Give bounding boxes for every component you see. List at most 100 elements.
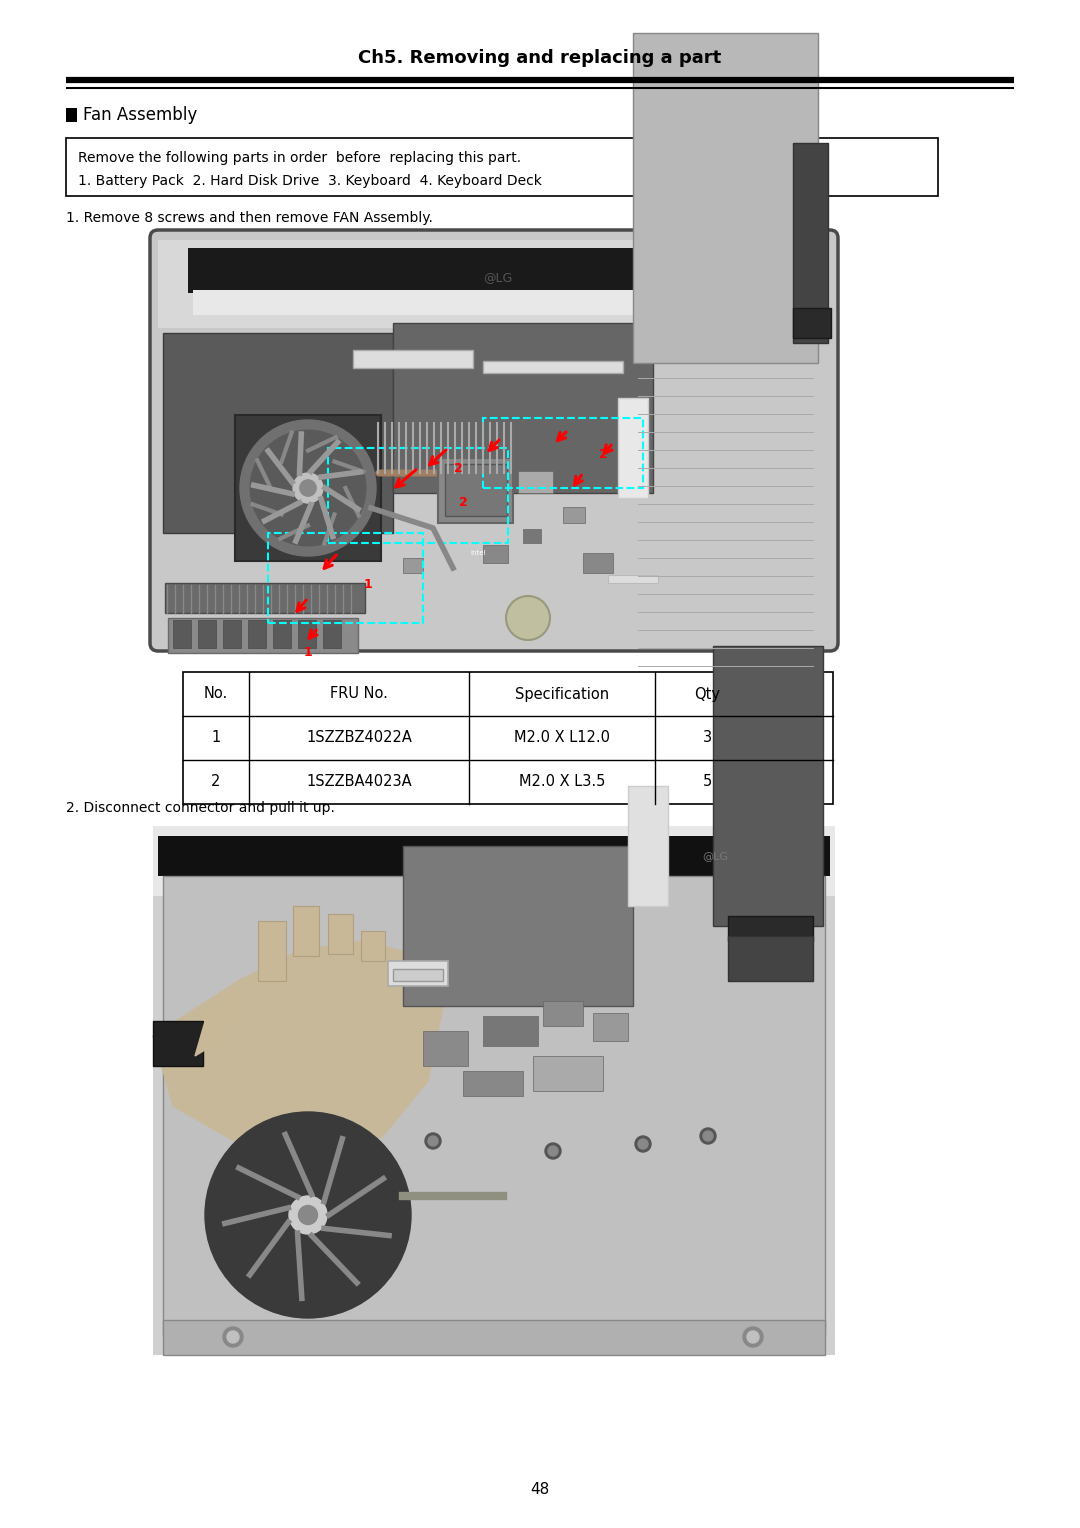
Circle shape xyxy=(289,1196,327,1235)
Bar xyxy=(153,827,835,895)
Bar xyxy=(293,906,319,957)
Bar xyxy=(483,545,508,562)
FancyBboxPatch shape xyxy=(150,231,838,651)
Circle shape xyxy=(548,1146,558,1157)
Text: 48: 48 xyxy=(530,1482,550,1497)
Bar xyxy=(403,847,633,1005)
Bar xyxy=(393,322,653,494)
Bar xyxy=(518,471,553,494)
Text: Intel: Intel xyxy=(470,550,486,556)
Bar xyxy=(323,620,341,648)
Bar xyxy=(188,248,789,293)
Bar xyxy=(353,350,473,368)
Text: 3: 3 xyxy=(702,730,712,746)
Bar xyxy=(258,921,286,981)
Bar xyxy=(361,931,384,961)
Text: M2.0 X L12.0: M2.0 X L12.0 xyxy=(514,730,610,746)
Bar xyxy=(273,620,291,648)
Bar xyxy=(222,620,241,648)
Circle shape xyxy=(747,1331,759,1343)
Text: 1: 1 xyxy=(364,579,373,591)
Bar xyxy=(523,529,541,542)
Bar xyxy=(483,1016,538,1047)
Circle shape xyxy=(703,1131,713,1141)
Text: No.: No. xyxy=(204,686,228,701)
Bar xyxy=(608,575,658,584)
Bar xyxy=(793,309,831,338)
Text: Specification: Specification xyxy=(515,686,609,701)
Text: 2. Disconnect connector and pull it up.: 2. Disconnect connector and pull it up. xyxy=(66,801,335,814)
Text: Qty: Qty xyxy=(694,686,720,701)
Bar xyxy=(483,419,643,487)
Text: 1. Remove 8 screws and then remove FAN Assembly.: 1. Remove 8 screws and then remove FAN A… xyxy=(66,211,433,225)
Bar xyxy=(163,1320,825,1355)
Circle shape xyxy=(638,1138,648,1149)
Bar xyxy=(66,138,939,196)
Bar xyxy=(165,584,365,613)
Bar xyxy=(328,914,353,953)
Text: 1: 1 xyxy=(212,730,220,746)
Bar xyxy=(168,617,357,652)
Bar xyxy=(728,937,813,981)
Text: @LG: @LG xyxy=(702,851,728,860)
Text: Ch5. Removing and replacing a part: Ch5. Removing and replacing a part xyxy=(359,49,721,67)
Bar xyxy=(793,144,828,342)
Bar xyxy=(728,915,813,941)
Circle shape xyxy=(222,1326,243,1348)
Text: 1SZZBA4023A: 1SZZBA4023A xyxy=(307,775,411,790)
Bar xyxy=(593,1013,627,1041)
Bar xyxy=(248,620,266,648)
Bar xyxy=(534,1056,603,1091)
Bar xyxy=(268,533,423,623)
Circle shape xyxy=(240,420,376,556)
Circle shape xyxy=(426,1132,441,1149)
Bar xyxy=(158,240,831,329)
Bar xyxy=(583,553,613,573)
Bar xyxy=(66,108,77,122)
Text: 1. Battery Pack  2. Hard Disk Drive  3. Keyboard  4. Keyboard Deck: 1. Battery Pack 2. Hard Disk Drive 3. Ke… xyxy=(78,174,542,188)
Bar xyxy=(158,836,831,876)
Circle shape xyxy=(205,1112,411,1319)
Text: 2: 2 xyxy=(454,461,462,475)
Bar xyxy=(633,34,818,364)
Bar xyxy=(173,620,191,648)
Circle shape xyxy=(545,1143,561,1160)
Circle shape xyxy=(428,1135,438,1146)
Circle shape xyxy=(298,1206,318,1224)
Bar xyxy=(298,620,316,648)
Circle shape xyxy=(635,1135,651,1152)
Circle shape xyxy=(507,596,550,640)
Text: Fan Assembly: Fan Assembly xyxy=(83,105,198,124)
Bar xyxy=(563,507,585,523)
Polygon shape xyxy=(153,941,443,1166)
Bar xyxy=(388,961,448,986)
Polygon shape xyxy=(195,981,248,1056)
Bar xyxy=(627,785,669,906)
Text: Remove the following parts in order  before  replacing this part.: Remove the following parts in order befo… xyxy=(78,151,522,165)
Text: M2.0 X L3.5: M2.0 X L3.5 xyxy=(518,775,605,790)
Bar xyxy=(463,1071,523,1096)
Text: 2: 2 xyxy=(459,497,468,509)
Bar xyxy=(163,876,825,1335)
Bar xyxy=(483,361,623,373)
Bar xyxy=(543,1001,583,1025)
Circle shape xyxy=(300,480,316,497)
Text: 1SZZBZ4022A: 1SZZBZ4022A xyxy=(306,730,411,746)
Circle shape xyxy=(700,1128,716,1144)
Bar xyxy=(445,465,507,516)
Text: 5: 5 xyxy=(702,775,712,790)
Bar xyxy=(153,827,835,1355)
Text: @LG: @LG xyxy=(484,272,513,284)
Text: FRU No.: FRU No. xyxy=(330,686,388,701)
Bar xyxy=(163,333,393,533)
Bar xyxy=(235,416,381,561)
Text: 2: 2 xyxy=(598,449,607,461)
Circle shape xyxy=(743,1326,762,1348)
Bar xyxy=(198,620,216,648)
Bar xyxy=(328,448,508,542)
Bar xyxy=(183,672,833,804)
Bar xyxy=(713,646,823,926)
Circle shape xyxy=(251,431,366,545)
Text: 1: 1 xyxy=(303,646,312,660)
Circle shape xyxy=(293,474,323,503)
